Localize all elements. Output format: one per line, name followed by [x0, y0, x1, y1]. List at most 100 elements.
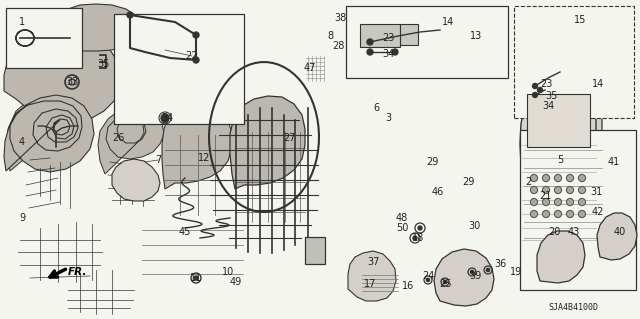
Text: 34: 34: [542, 101, 554, 111]
Circle shape: [532, 84, 538, 88]
Text: 42: 42: [592, 207, 604, 217]
Circle shape: [392, 49, 398, 55]
Text: 2: 2: [525, 177, 531, 187]
Text: 39: 39: [469, 271, 481, 281]
Text: 8: 8: [327, 31, 333, 41]
Polygon shape: [162, 103, 232, 189]
Text: 45: 45: [179, 227, 191, 237]
Polygon shape: [521, 67, 602, 197]
Circle shape: [486, 268, 490, 271]
Bar: [520, 130, 636, 290]
Circle shape: [367, 49, 373, 55]
Text: 13: 13: [470, 31, 482, 41]
Polygon shape: [4, 95, 94, 172]
Polygon shape: [520, 72, 596, 192]
Text: 35: 35: [546, 91, 558, 101]
Circle shape: [127, 12, 133, 18]
Circle shape: [554, 198, 561, 205]
Circle shape: [444, 280, 447, 284]
Text: 18: 18: [412, 233, 424, 243]
Polygon shape: [4, 29, 120, 123]
Text: 15: 15: [574, 15, 586, 25]
Text: 19: 19: [510, 267, 522, 277]
Text: 31: 31: [590, 187, 602, 197]
Text: 49: 49: [230, 277, 242, 287]
Text: 12: 12: [198, 153, 210, 163]
Text: 4: 4: [19, 137, 25, 147]
Text: 40: 40: [614, 227, 626, 237]
Polygon shape: [527, 94, 590, 147]
Text: 29: 29: [462, 177, 474, 187]
Text: 11: 11: [190, 273, 202, 283]
Circle shape: [566, 198, 573, 205]
Text: 9: 9: [19, 213, 25, 223]
Text: 28: 28: [332, 41, 344, 51]
Text: 24: 24: [422, 271, 434, 281]
Bar: [114, 14, 244, 124]
Text: 30: 30: [468, 221, 480, 231]
Text: 10: 10: [222, 267, 234, 277]
Polygon shape: [537, 231, 585, 283]
Text: 3: 3: [385, 113, 391, 123]
Polygon shape: [305, 237, 325, 264]
Polygon shape: [597, 213, 637, 260]
Circle shape: [566, 211, 573, 218]
Text: 47: 47: [304, 63, 316, 73]
Text: 23: 23: [382, 33, 394, 43]
Circle shape: [554, 187, 561, 194]
Text: 6: 6: [373, 103, 379, 113]
Text: 34: 34: [382, 49, 394, 59]
Text: 43: 43: [568, 227, 580, 237]
Circle shape: [531, 174, 538, 182]
Circle shape: [531, 211, 538, 218]
Text: 7: 7: [155, 155, 161, 165]
Text: 41: 41: [608, 157, 620, 167]
Circle shape: [543, 198, 550, 205]
Text: 37: 37: [368, 257, 380, 267]
Circle shape: [579, 211, 586, 218]
Text: 5: 5: [557, 155, 563, 165]
Circle shape: [413, 236, 417, 240]
Circle shape: [543, 187, 550, 194]
Text: 17: 17: [364, 279, 376, 289]
Circle shape: [194, 276, 198, 280]
Circle shape: [579, 198, 586, 205]
Polygon shape: [400, 24, 418, 45]
Circle shape: [164, 119, 166, 121]
Circle shape: [554, 211, 561, 218]
Text: 14: 14: [592, 79, 604, 89]
Circle shape: [538, 87, 543, 93]
Polygon shape: [434, 249, 494, 306]
Text: 16: 16: [402, 281, 414, 291]
Polygon shape: [348, 251, 396, 301]
Circle shape: [161, 114, 169, 122]
Polygon shape: [360, 24, 400, 47]
Text: 50: 50: [396, 223, 408, 233]
Circle shape: [470, 271, 474, 274]
Polygon shape: [98, 107, 164, 174]
Circle shape: [531, 187, 538, 194]
Polygon shape: [230, 96, 305, 189]
Text: 20: 20: [548, 227, 560, 237]
Bar: [6, 8, 82, 68]
Text: 23: 23: [540, 79, 552, 89]
Polygon shape: [112, 159, 160, 201]
Text: 35: 35: [98, 59, 110, 69]
Text: 27: 27: [284, 133, 296, 143]
Circle shape: [418, 226, 422, 230]
Circle shape: [532, 93, 538, 98]
Text: SJA4B4100D: SJA4B4100D: [548, 303, 598, 313]
Circle shape: [543, 211, 550, 218]
Circle shape: [566, 174, 573, 182]
Text: 29: 29: [426, 157, 438, 167]
Circle shape: [579, 187, 586, 194]
Circle shape: [193, 32, 199, 38]
Text: 26: 26: [112, 133, 124, 143]
Circle shape: [543, 174, 550, 182]
Circle shape: [367, 39, 373, 45]
Circle shape: [566, 187, 573, 194]
Circle shape: [531, 198, 538, 205]
Text: 48: 48: [396, 213, 408, 223]
Circle shape: [193, 57, 199, 63]
Circle shape: [426, 278, 429, 282]
